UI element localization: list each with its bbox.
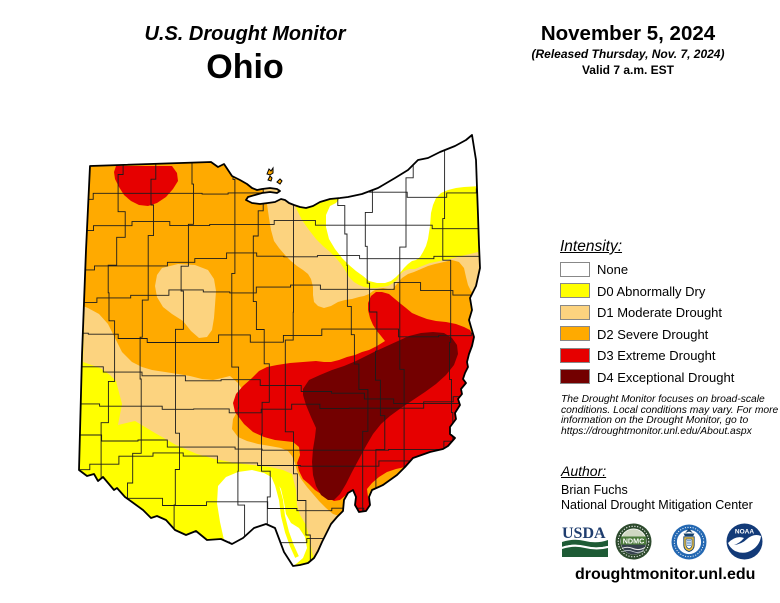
svg-text:USDA: USDA [562,525,606,542]
svg-text:NOAA: NOAA [735,529,754,536]
svg-text:NDMC: NDMC [623,536,645,545]
